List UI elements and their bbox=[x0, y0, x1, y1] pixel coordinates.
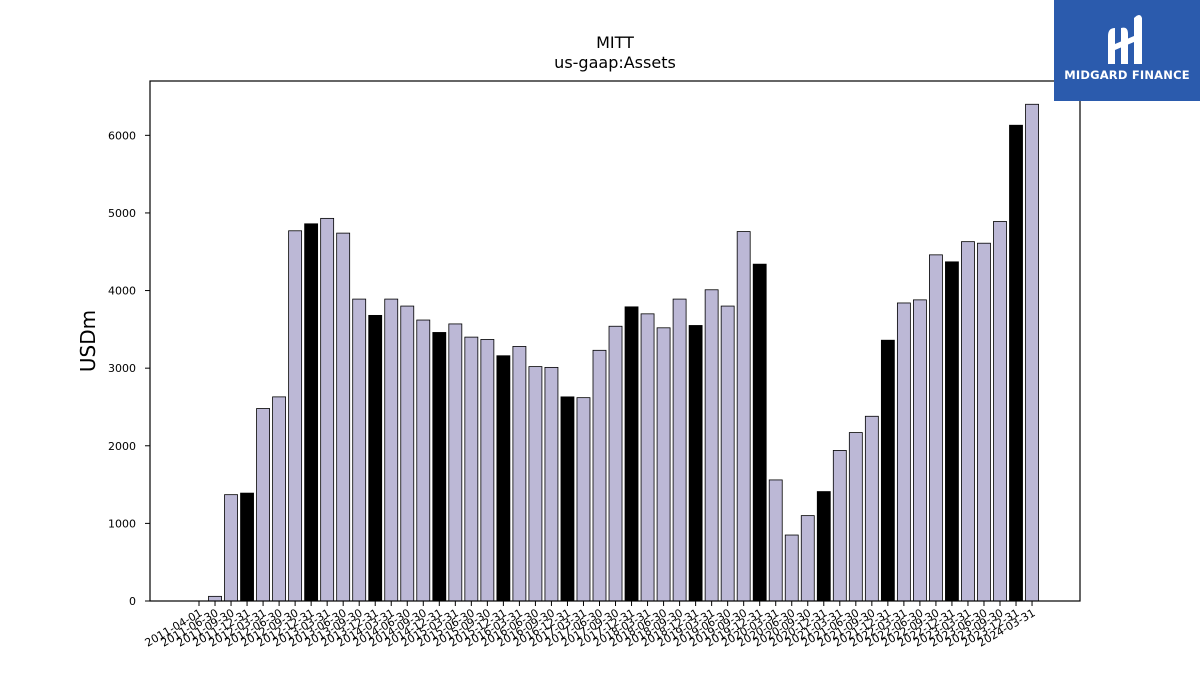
bar-2017-03-31 bbox=[576, 397, 591, 602]
bar-2022-03-31 bbox=[896, 302, 911, 602]
bar-2013-03-31 bbox=[320, 217, 335, 602]
bar-2023-12-31 bbox=[1009, 124, 1023, 602]
bar-2018-03-31 bbox=[640, 313, 655, 602]
y-tick-label: 5000 bbox=[108, 207, 136, 220]
bar-2017-09-30 bbox=[608, 325, 623, 602]
bar-2017-12-31 bbox=[624, 306, 639, 602]
bar-2016-06-30 bbox=[528, 366, 543, 602]
bar-2023-03-31 bbox=[961, 241, 975, 602]
chart-subtitle: us-gaap:Assets bbox=[554, 53, 676, 72]
bar-2017-06-30 bbox=[592, 349, 607, 602]
y-axis-label: USDm bbox=[76, 310, 100, 372]
bar-2018-06-30 bbox=[656, 327, 671, 602]
bar-2013-09-30 bbox=[352, 298, 367, 602]
bar-2011-06-30 bbox=[208, 595, 222, 602]
brand-name: MIDGARD FINANCE bbox=[1064, 68, 1190, 82]
bar-2011-09-30 bbox=[224, 494, 238, 602]
y-tick-label: 0 bbox=[129, 595, 136, 608]
bar-2018-09-30 bbox=[672, 298, 687, 602]
bar-2012-03-31 bbox=[256, 408, 270, 602]
midgard-logo-icon bbox=[1108, 15, 1142, 65]
bar-2020-03-31 bbox=[768, 479, 783, 602]
bar-2014-06-30 bbox=[400, 305, 415, 602]
plot-frame bbox=[149, 80, 1081, 602]
bar-2023-09-30 bbox=[993, 221, 1007, 602]
bar-2022-12-31 bbox=[945, 261, 959, 602]
bar-2012-12-31 bbox=[304, 223, 319, 602]
bar-2024-03-31 bbox=[1025, 103, 1039, 602]
bar-2022-06-30 bbox=[913, 299, 927, 602]
bar-2019-09-30 bbox=[736, 231, 751, 602]
bar-2020-09-30 bbox=[800, 515, 815, 602]
bar-2015-06-30 bbox=[464, 336, 479, 602]
x-axis-ticks: 2011-04-012011-06-302011-09-302011-12-31… bbox=[143, 601, 1038, 650]
bar-2020-06-30 bbox=[784, 534, 799, 602]
bar-2015-09-30 bbox=[480, 339, 495, 602]
y-tick-label: 2000 bbox=[108, 440, 136, 453]
bar-2016-12-31 bbox=[560, 396, 575, 602]
bar-2022-09-30 bbox=[929, 254, 943, 602]
bar-2019-12-31 bbox=[752, 263, 767, 602]
bar-2015-12-31 bbox=[496, 355, 511, 602]
bar-2012-09-30 bbox=[288, 230, 303, 602]
y-tick-label: 3000 bbox=[108, 362, 136, 375]
bar-2021-03-31 bbox=[832, 450, 847, 602]
bar-2018-12-31 bbox=[688, 325, 703, 602]
bar-2013-12-31 bbox=[368, 314, 383, 602]
bar-2021-12-31 bbox=[880, 339, 895, 602]
bar-2012-06-30 bbox=[272, 396, 287, 602]
bar-2016-03-31 bbox=[512, 346, 527, 602]
bar-2021-09-30 bbox=[864, 415, 879, 602]
bar-2019-03-31 bbox=[704, 289, 719, 602]
bar-2020-12-31 bbox=[816, 491, 831, 602]
bar-2023-06-30 bbox=[977, 242, 991, 602]
bar-2011-12-31 bbox=[240, 492, 254, 602]
bar-2015-03-31 bbox=[448, 323, 463, 602]
bar-2014-03-31 bbox=[384, 298, 399, 602]
bar-2013-06-30 bbox=[336, 232, 351, 602]
y-axis-ticks: 0 1000 2000 3000 4000 5000 6000 bbox=[108, 129, 150, 608]
brand-logo: MIDGARD FINANCE bbox=[1054, 0, 1200, 101]
y-tick-label: 6000 bbox=[108, 129, 136, 142]
bar-2021-06-30 bbox=[848, 432, 863, 602]
y-tick-label: 1000 bbox=[108, 517, 136, 530]
bar-2014-09-30 bbox=[416, 319, 431, 602]
chart-title: MITT bbox=[596, 33, 634, 52]
bars-group bbox=[208, 103, 1039, 602]
y-tick-label: 4000 bbox=[108, 285, 136, 298]
bar-2016-09-30 bbox=[544, 366, 559, 602]
bar-2014-12-31 bbox=[432, 332, 447, 602]
bar-2019-06-30 bbox=[720, 305, 735, 602]
